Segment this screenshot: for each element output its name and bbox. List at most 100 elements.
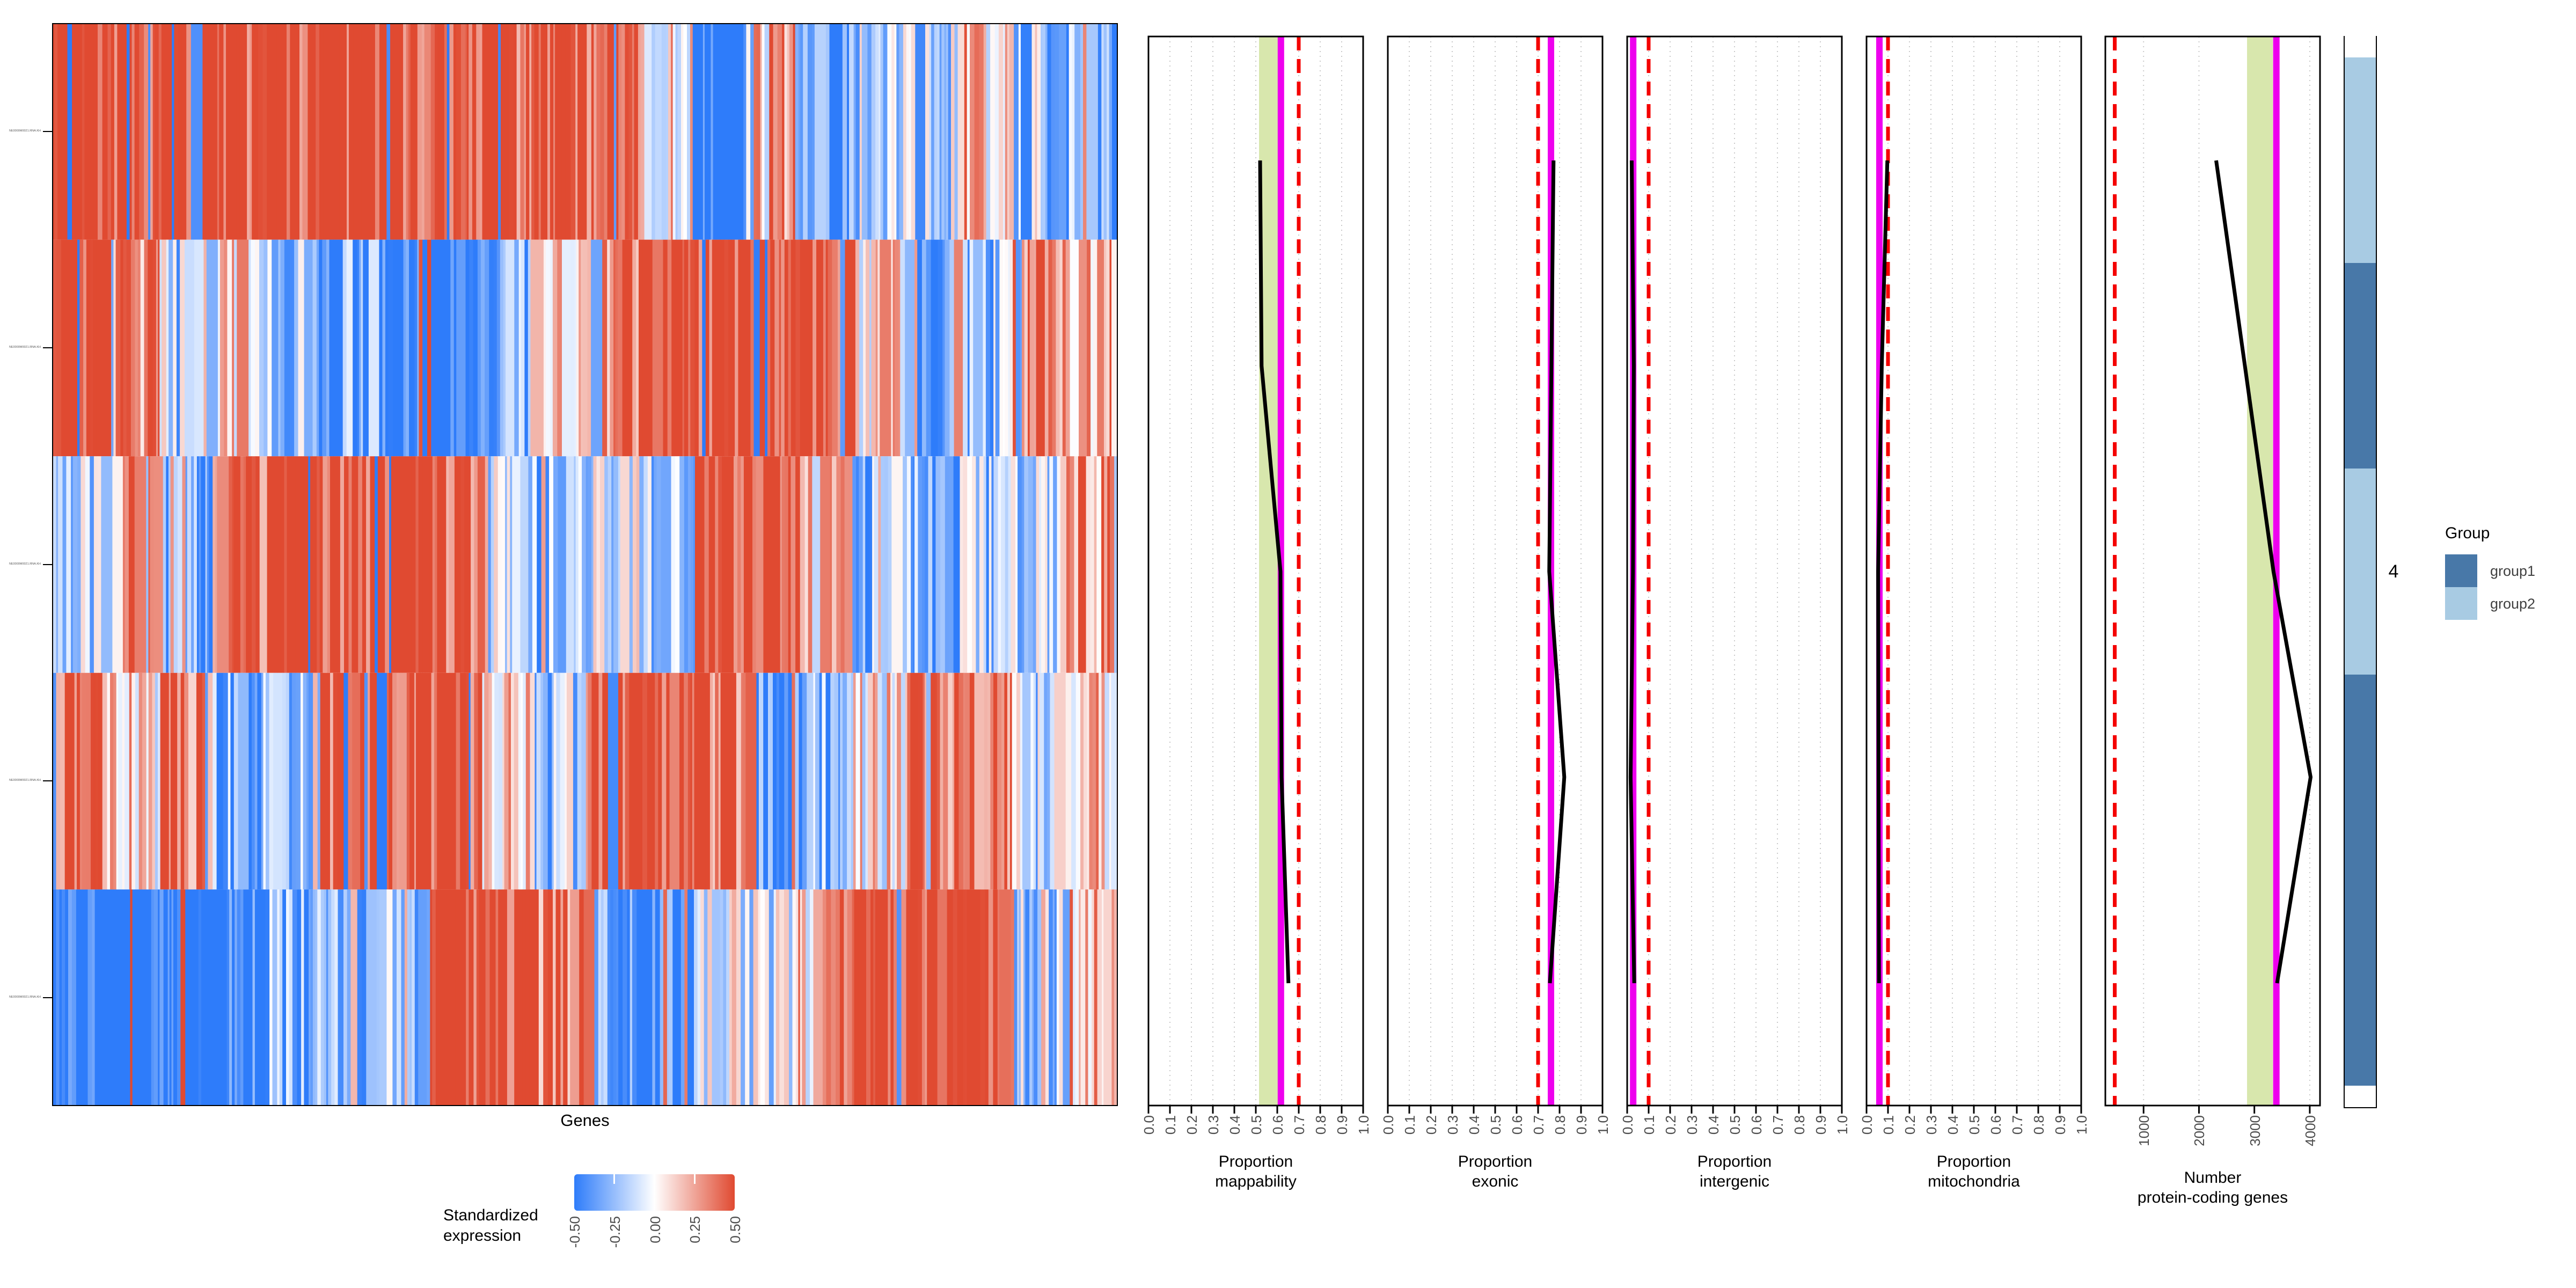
panel-border <box>2104 35 2321 1107</box>
heatmap-stripe <box>1089 672 1093 890</box>
heatmap-stripe <box>623 672 626 890</box>
heatmap-stripe <box>202 672 206 890</box>
heatmap-stripe <box>1004 672 1008 890</box>
heatmap-stripe <box>545 456 550 673</box>
heatmap-stripe <box>784 889 789 1106</box>
heatmap-stripe <box>61 23 65 240</box>
heatmap-stripe <box>907 672 911 890</box>
heatmap-stripe <box>550 889 553 1106</box>
heatmap-stripe <box>301 889 304 1106</box>
expression-heatmap <box>52 23 1118 1106</box>
heatmap-stripe <box>700 889 705 1106</box>
heatmap-stripe <box>1016 672 1021 890</box>
heatmap-stripe <box>655 23 662 240</box>
heatmap-stripe <box>310 456 313 673</box>
heatmap-stripe <box>888 456 892 673</box>
qc-panel-title-proportion-intergenic: Proportion intergenic <box>1611 1152 1858 1191</box>
heatmap-stripe <box>873 672 875 890</box>
heatmap-stripe <box>353 23 358 240</box>
heatmap-stripe <box>106 889 112 1106</box>
heatmap-stripe <box>429 672 432 890</box>
heatmap-stripe <box>1039 456 1042 673</box>
heatmap-stripe <box>1104 239 1107 457</box>
heatmap-stripe <box>1005 23 1008 240</box>
heatmap-row-label: NE0000M0021.RNA.KH <box>9 996 41 999</box>
heatmap-stripe <box>526 23 530 240</box>
heatmap-stripe <box>713 672 715 890</box>
heatmap-stripe <box>661 456 672 673</box>
heatmap-row-label: NE0000M0021.RNA.KH <box>9 129 41 133</box>
heatmap-stripe <box>104 239 108 457</box>
heatmap-stripe <box>236 23 240 240</box>
heatmap-stripe <box>724 239 729 457</box>
heatmap-stripe <box>690 456 694 673</box>
heatmap-stripe <box>587 23 592 240</box>
heatmap-stripe <box>960 456 964 673</box>
heatmap-stripe <box>424 23 431 240</box>
heatmap-stripe <box>622 239 626 457</box>
heatmap-stripe <box>629 456 633 673</box>
heatmap-stripe <box>382 456 385 673</box>
heatmap-stripe <box>456 672 460 890</box>
heatmap-stripe <box>667 889 670 1106</box>
heatmap-stripe <box>77 672 80 890</box>
heatmap-stripe <box>954 672 959 890</box>
heatmap-stripe <box>814 23 826 240</box>
heatmap-stripe <box>972 456 976 673</box>
heatmap-stripe <box>567 889 570 1106</box>
heatmap-stripe <box>173 672 178 890</box>
heatmap-stripe <box>552 239 558 457</box>
heatmap-stripe <box>128 889 130 1106</box>
heatmap-stripe <box>877 672 883 890</box>
heatmap-stripe <box>940 456 946 673</box>
heatmap-stripe <box>983 239 986 457</box>
heatmap-stripe <box>892 672 895 890</box>
heatmap-stripe <box>1106 239 1110 457</box>
heatmap-stripe <box>135 889 138 1106</box>
heatmap-stripe <box>340 672 344 890</box>
heatmap-stripe <box>511 672 515 890</box>
heatmap-stripe <box>498 23 501 240</box>
heatmap-stripe <box>1034 239 1037 457</box>
heatmap-stripe <box>568 23 572 240</box>
heatmap-stripe <box>320 672 324 890</box>
heatmap-stripe <box>905 672 908 890</box>
heatmap-stripe <box>718 672 721 890</box>
heatmap-stripe <box>825 239 829 457</box>
heatmap-stripe <box>753 23 757 240</box>
heatmap-stripe <box>687 23 691 240</box>
heatmap-stripe <box>412 889 415 1106</box>
heatmap-stripe <box>377 672 387 890</box>
heatmap-stripe <box>903 23 907 240</box>
heatmap-stripe <box>232 456 235 673</box>
heatmap-stripe <box>593 456 597 673</box>
heatmap-stripe <box>525 889 529 1106</box>
heatmap-stripe <box>431 239 434 457</box>
heatmap-stripe <box>235 889 238 1106</box>
heatmap-stripe <box>366 889 377 1106</box>
heatmap-stripe <box>418 889 427 1106</box>
heatmap-stripe <box>1114 456 1118 673</box>
heatmap-stripe <box>823 239 826 457</box>
heatmap-stripe <box>440 239 451 457</box>
heatmap-stripe <box>756 456 764 673</box>
heatmap-stripe <box>998 23 1004 240</box>
heatmap-stripe <box>65 889 69 1106</box>
heatmap-stripe <box>494 672 499 890</box>
heatmap-stripe <box>870 889 874 1106</box>
heatmap-stripe <box>1031 23 1036 240</box>
heatmap-stripe <box>397 889 402 1106</box>
heatmap-stripe <box>229 456 233 673</box>
heatmap-stripe <box>566 456 574 673</box>
heatmap-stripe <box>169 239 173 457</box>
heatmap-stripe <box>1111 672 1118 890</box>
heatmap-stripe <box>694 889 698 1106</box>
heatmap-stripe <box>985 239 991 457</box>
heatmap-stripe <box>450 672 455 890</box>
heatmap-stripe <box>914 239 918 457</box>
heatmap-stripe <box>414 672 416 890</box>
heatmap-stripe <box>537 456 542 673</box>
heatmap-stripe <box>488 456 492 673</box>
heatmap-stripe <box>430 889 433 1106</box>
heatmap-stripe <box>265 889 270 1106</box>
